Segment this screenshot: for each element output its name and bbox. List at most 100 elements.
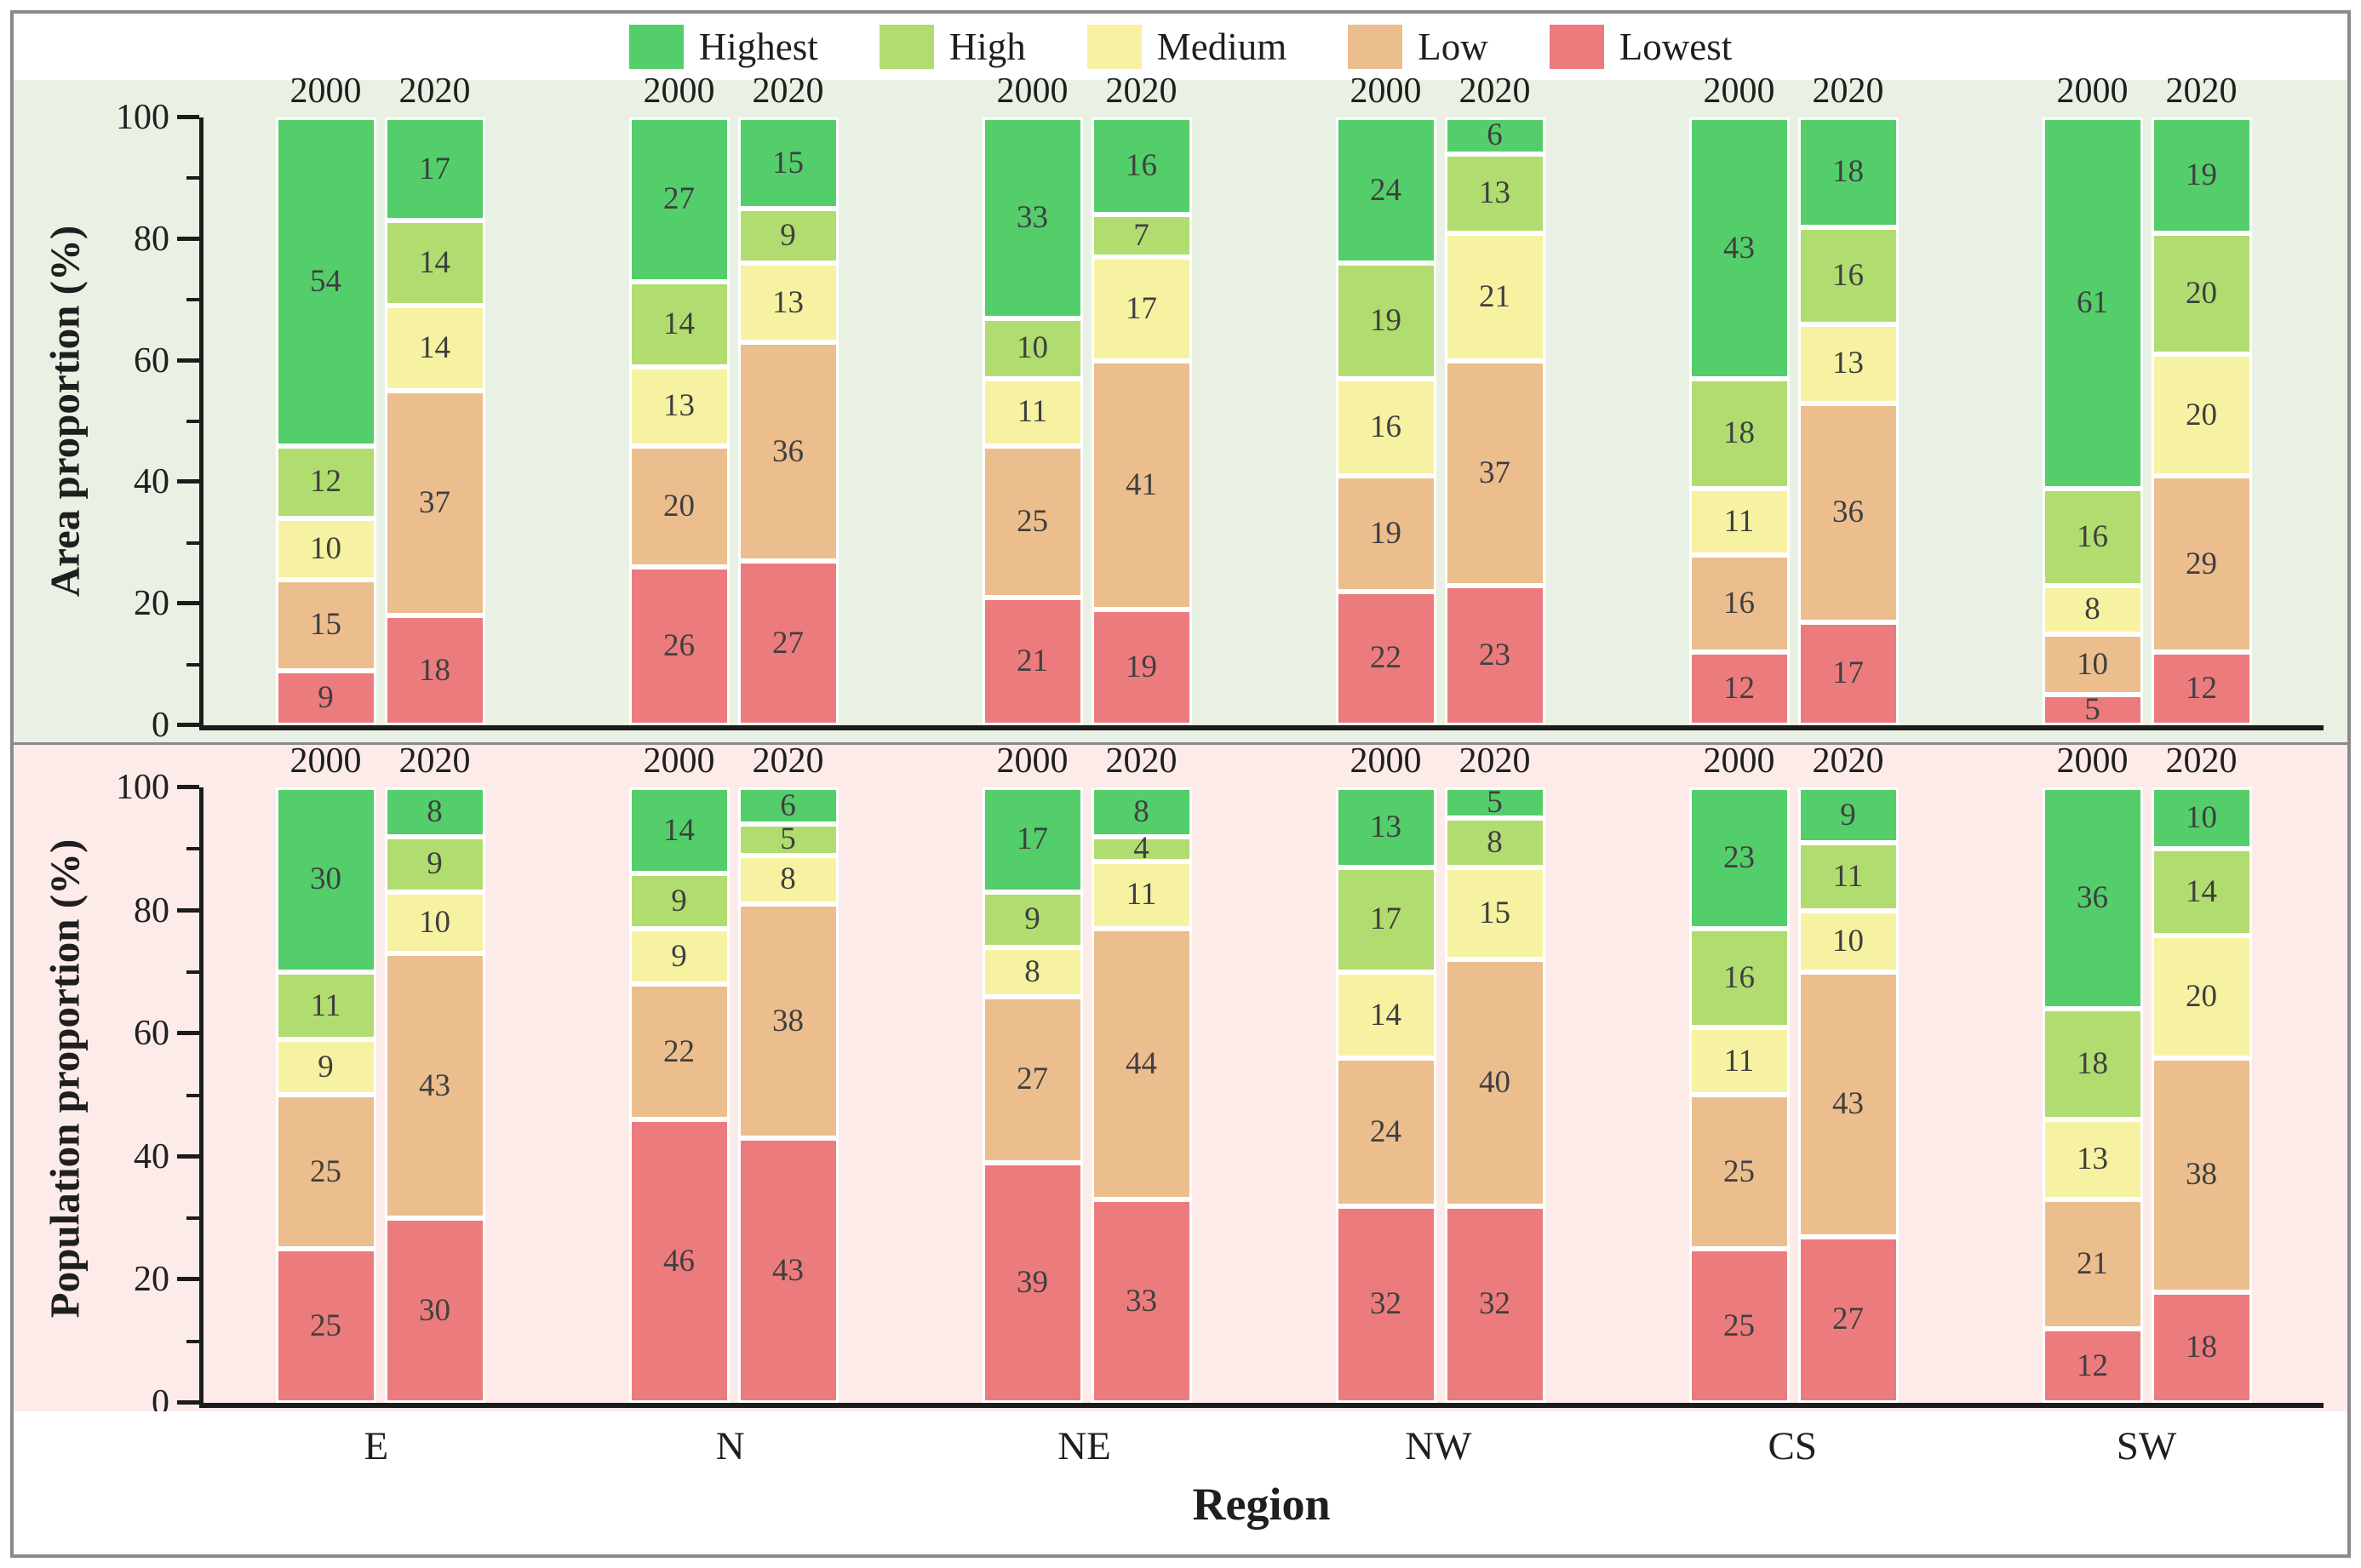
segment-high: 13: [1444, 153, 1545, 233]
segment-low: 37: [1444, 360, 1545, 586]
y-tick-major-80: [177, 907, 199, 913]
region-group-NE: 2000 17 9 8 27 39 2020 8 4 11 44 33: [910, 743, 1264, 1403]
year-label-2000: 2000: [2056, 72, 2129, 111]
segment-lowest: 21: [982, 598, 1083, 725]
segment-high: 14: [628, 281, 730, 367]
segment-highest: 17: [982, 787, 1083, 892]
segment-lowest: 25: [1688, 1249, 1790, 1403]
segment-low: 25: [1688, 1095, 1790, 1250]
segment-low: 38: [2151, 1058, 2252, 1292]
year-label-2000: 2000: [289, 72, 362, 111]
segment-medium: 8: [737, 855, 839, 905]
y-tick-label-80: 80: [134, 890, 169, 930]
y-tick-major-80: [177, 236, 199, 241]
segment-highest: 8: [384, 787, 485, 837]
segment-low: 25: [982, 445, 1083, 598]
x-axis-title: Region: [1192, 1479, 1331, 1530]
bar-CS-2000: 2000 23 16 11 25 25: [1688, 743, 1790, 1403]
segment-lowest: 27: [1797, 1236, 1899, 1403]
segment-highest: 16: [1091, 117, 1192, 215]
y-tick-minor-90: [186, 847, 199, 851]
segment-low: 36: [737, 342, 839, 562]
y-tick-minor-70: [186, 298, 199, 302]
year-label-2000: 2000: [643, 741, 715, 781]
segment-high: 9: [384, 836, 485, 892]
y-tick-major-20: [177, 601, 199, 606]
segment-lowest: 32: [1444, 1205, 1545, 1403]
bar-groups: 2000 54 12 10 15 9 2020 17 14 14 37 18 2000 27 14 13 20 2…: [203, 73, 2324, 725]
segment-high: 5: [737, 823, 839, 856]
segment-lowest: 9: [275, 670, 376, 725]
year-label-2020: 2020: [752, 72, 824, 111]
bar-E-2000: 2000 54 12 10 15 9: [275, 73, 376, 725]
x-axis-strip: E N NE NW CS SW Region: [14, 1411, 2347, 1554]
segment-lowest: 39: [982, 1163, 1083, 1403]
year-label-2020: 2020: [1812, 72, 1884, 111]
legend-item-high: High: [879, 25, 1026, 69]
bar-CS-2020: 2020 9 11 10 43 27: [1797, 743, 1899, 1403]
segment-low: 36: [1797, 403, 1899, 622]
segment-high: 18: [2042, 1009, 2143, 1120]
segment-lowest: 12: [2042, 1329, 2143, 1403]
legend-item-lowest: Lowest: [1549, 25, 1732, 69]
y-tick-minor-50: [186, 1093, 199, 1097]
y-axis-title-area: Area proportion (%): [41, 225, 89, 598]
x-tick-label-NW: NW: [1405, 1424, 1472, 1468]
segment-high: 14: [2151, 849, 2252, 936]
segment-medium: 11: [1688, 488, 1790, 556]
legend-swatch-medium-icon: [1086, 25, 1142, 69]
year-label-2020: 2020: [1105, 741, 1178, 781]
region-group-NW: 2000 24 19 16 19 22 2020 6 13 21 37 23: [1264, 73, 1617, 725]
segment-low: 21: [2042, 1199, 2143, 1330]
segment-highest: 23: [1688, 787, 1790, 930]
bar-E-2000: 2000 30 11 9 25 25: [275, 743, 376, 1403]
legend-swatch-low-icon: [1348, 25, 1403, 69]
year-label-2000: 2000: [1350, 741, 1422, 781]
segment-low: 41: [1091, 360, 1192, 610]
bar-E-2020: 2020 8 9 10 43 30: [384, 743, 485, 1403]
segment-low: 44: [1091, 929, 1192, 1200]
segment-highest: 54: [275, 117, 376, 446]
y-tick-label-100: 100: [116, 768, 169, 807]
x-tick-label-NE: NE: [1057, 1424, 1111, 1468]
bar-E-2020: 2020 17 14 14 37 18: [384, 73, 485, 725]
bar-N-2020: 2020 15 9 13 36 27: [737, 73, 839, 725]
region-group-NE: 2000 33 10 11 25 21 2020 16 7 17 41 19: [910, 73, 1264, 725]
segment-high: 17: [1335, 867, 1436, 972]
region-group-CS: 2000 23 16 11 25 25 2020 9 11 10 43 27: [1617, 743, 1970, 1403]
legend-label: Medium: [1156, 26, 1287, 68]
year-label-2020: 2020: [1812, 741, 1884, 781]
y-tick-label-40: 40: [134, 1136, 169, 1176]
y-tick-label-60: 60: [134, 340, 169, 381]
x-tick-label-E: E: [364, 1424, 389, 1468]
region-group-N: 2000 14 9 9 22 46 2020 6 5 8 38 43: [557, 743, 910, 1403]
segment-medium: 8: [2042, 585, 2143, 634]
year-label-2000: 2000: [996, 72, 1069, 111]
segment-high: 16: [1797, 226, 1899, 324]
legend-swatch-lowest-icon: [1549, 25, 1604, 69]
y-tick-major-100: [177, 785, 199, 789]
segment-high: 9: [982, 891, 1083, 947]
segment-low: 24: [1335, 1058, 1436, 1206]
segment-highest: 15: [737, 117, 839, 209]
year-label-2000: 2000: [1350, 72, 1422, 111]
bar-SW-2020: 2020 10 14 20 38 18: [2151, 743, 2252, 1403]
segment-medium: 10: [275, 518, 376, 580]
bar-NE-2020: 2020 16 7 17 41 19: [1091, 73, 1192, 725]
segment-low: 27: [982, 996, 1083, 1163]
segment-highest: 6: [737, 787, 839, 825]
year-label-2000: 2000: [1703, 741, 1775, 781]
segment-lowest: 23: [1444, 585, 1545, 725]
region-group-SW: 2000 61 16 8 10 5 2020 19 20 20 29 12: [1970, 73, 2324, 725]
bar-N-2020: 2020 6 5 8 38 43: [737, 743, 839, 1403]
bar-NW-2020: 2020 6 13 21 37 23: [1444, 73, 1545, 725]
segment-medium: 14: [1335, 971, 1436, 1059]
segment-high: 11: [1797, 843, 1899, 911]
year-label-2020: 2020: [1105, 72, 1178, 111]
segment-medium: 17: [1091, 257, 1192, 361]
year-label-2020: 2020: [398, 72, 471, 111]
y-tick-major-60: [177, 358, 199, 363]
segment-medium: 20: [2151, 354, 2252, 477]
y-tick-major-60: [177, 1031, 199, 1036]
segment-medium: 10: [384, 891, 485, 954]
